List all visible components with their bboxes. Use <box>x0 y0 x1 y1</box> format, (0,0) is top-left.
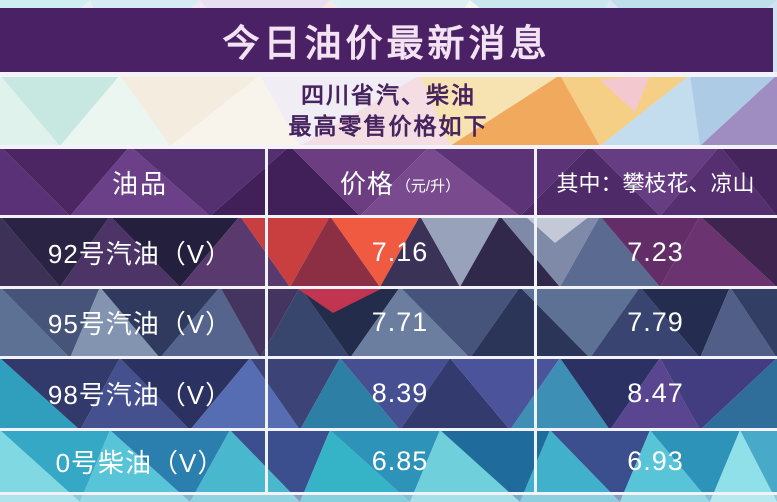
column-header-price-unit: （元/升） <box>395 177 461 195</box>
price-value: 7.16 <box>371 236 429 267</box>
column-header-price: 价格 （元/升） <box>266 149 534 215</box>
price-value: 6.85 <box>371 446 429 476</box>
table-row: 92号汽油（V） 7.16 7.23 <box>0 218 777 286</box>
column-header-region: 其中：攀枝花、凉山 <box>556 171 755 196</box>
column-header-price-label: 价格 <box>339 168 394 199</box>
regional-price-value: 7.79 <box>627 307 684 337</box>
column-divider-1 <box>265 149 268 492</box>
title-bar: 今日油价最新消息 <box>0 8 773 72</box>
divider-bottom <box>0 492 777 495</box>
regional-price-value: 6.93 <box>627 446 684 476</box>
price-value: 7.71 <box>371 307 429 337</box>
divider-row3-row4 <box>0 428 777 431</box>
column-header-product: 油品 <box>111 168 168 199</box>
divider-row1-row2 <box>0 286 777 289</box>
table-row: 0号柴油（V） 6.85 6.93 <box>0 431 777 492</box>
table-row: 98号汽油（V） 8.39 8.47 <box>0 359 777 428</box>
table-row: 95号汽油（V） 7.71 7.79 <box>0 289 777 356</box>
product-name: 95号汽油（V） <box>47 309 233 339</box>
subtitle-line-2: 最高零售价格如下 <box>288 113 489 139</box>
table-header-row: 油品 价格 （元/升） 其中：攀枝花、凉山 <box>0 149 777 215</box>
price-value: 8.39 <box>371 378 429 408</box>
divider-row2-row3 <box>0 356 777 359</box>
product-name: 0号柴油（V） <box>55 448 225 478</box>
page-title: 今日油价最新消息 <box>222 23 551 64</box>
product-name: 92号汽油（V） <box>47 238 233 269</box>
product-name: 98号汽油（V） <box>47 380 233 410</box>
bottom-fade-strip <box>0 495 777 502</box>
divider-below-title <box>0 72 777 77</box>
regional-price-value: 8.47 <box>627 378 684 408</box>
divider-header-row1 <box>0 215 777 218</box>
subtitle: 四川省汽、柴油 最高零售价格如下 <box>0 77 777 145</box>
subtitle-line-1: 四川省汽、柴油 <box>301 82 476 108</box>
divider-above-header <box>0 145 777 149</box>
regional-price-value: 7.23 <box>627 236 684 267</box>
column-divider-2 <box>534 149 537 492</box>
